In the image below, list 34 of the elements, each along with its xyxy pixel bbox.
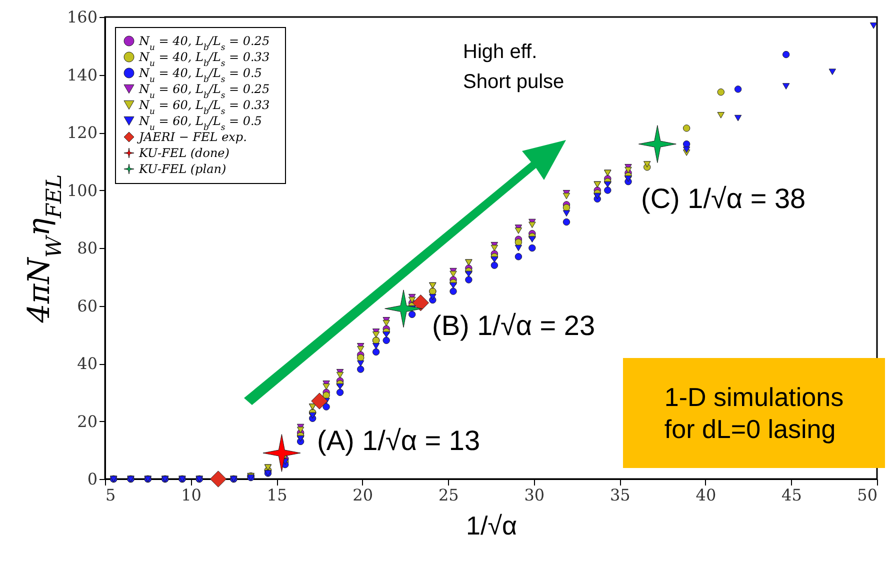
legend-label: N$_{u}$ = 60, L$_{b}$/L$_{s}$ = 0.25: [138, 82, 270, 100]
x-tick-label: 35: [610, 486, 630, 504]
legend-label: KU-FEL (done): [138, 146, 230, 160]
annotation: (B) 1/√α = 23: [432, 310, 596, 341]
legend-label: N$_{u}$ = 40, L$_{b}$/L$_{s}$ = 0.33: [138, 50, 270, 68]
x-tick-label: 25: [438, 486, 459, 504]
legend-label: N$_{u}$ = 60, L$_{b}$/L$_{s}$ = 0.5: [138, 114, 262, 132]
y-tick-label: 100: [66, 180, 98, 200]
x-tick-label: 50: [857, 486, 878, 504]
y-tick-label: 40: [77, 354, 98, 373]
y-tick-label: 0: [87, 470, 98, 488]
x-axis-title: 1/√α: [466, 510, 517, 540]
y-tick-label: 140: [66, 65, 98, 84]
y-tick-label: 80: [77, 238, 98, 258]
x-tick-label: 40: [696, 486, 716, 504]
x-tick-label: 5: [106, 486, 116, 504]
x-tick-label: 20: [352, 486, 374, 504]
annotation: High eff. Short pulse: [463, 41, 564, 93]
legend-label: N$_{u}$ = 60, L$_{b}$/L$_{s}$ = 0.33: [138, 98, 270, 116]
x-tick-label: 30: [524, 486, 545, 504]
y-tick-label: 160: [66, 8, 98, 26]
y-tick-label: 60: [77, 296, 98, 316]
legend-label: N$_{u}$ = 40, L$_{b}$/L$_{s}$ = 0.25: [138, 34, 270, 52]
annotation: (C) 1/√α = 38: [641, 183, 806, 214]
y-tick-label: 20: [77, 412, 98, 431]
x-tick-label: 45: [782, 486, 802, 504]
x-tick-label: 15: [266, 486, 288, 504]
legend-label: N$_{u}$ = 40, L$_{b}$/L$_{s}$ = 0.5: [138, 66, 262, 84]
legend-label: JAERI − FEL exp.: [136, 130, 247, 144]
y-tick-label: 120: [66, 123, 98, 142]
annotation: (A) 1/√α = 13: [317, 425, 480, 456]
legend-label: KU-FEL (plan): [138, 162, 226, 176]
note-box: 1-D simulations for dL=0 lasing: [623, 358, 885, 468]
x-tick-label: 10: [181, 486, 202, 504]
